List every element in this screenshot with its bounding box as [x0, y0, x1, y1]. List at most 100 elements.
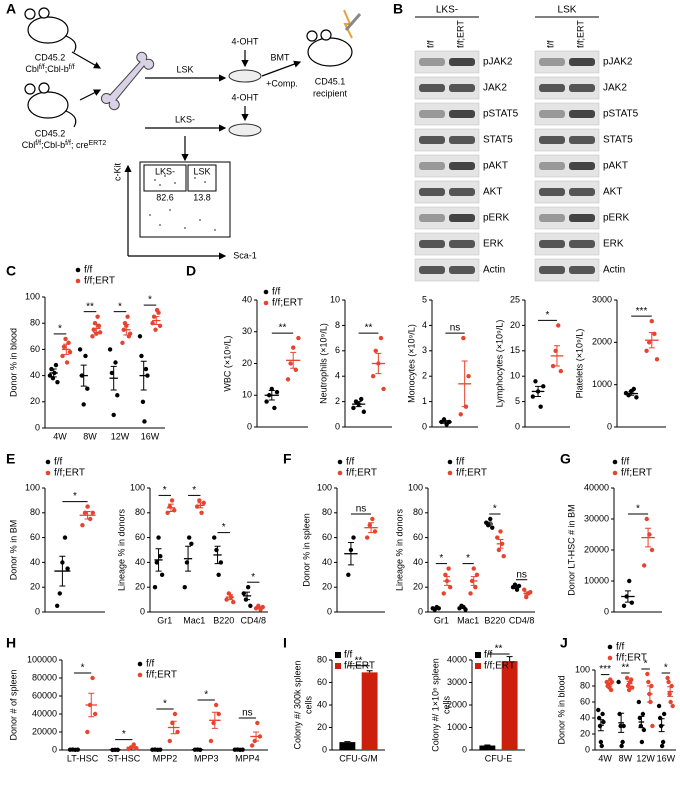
- y-tick-label: 60: [30, 344, 40, 354]
- x-tick-label: LT-HSC: [67, 753, 99, 763]
- error-bar: [256, 606, 263, 609]
- error-bar: [648, 332, 655, 349]
- blot-band: [569, 266, 595, 274]
- blot-group: LKS-: [436, 5, 458, 16]
- x-tick-label: 4W: [53, 431, 67, 441]
- data-point: [641, 727, 647, 733]
- data-point: [272, 405, 277, 411]
- y-tick-label: 60: [30, 532, 40, 542]
- y-tick-label: 2000: [592, 337, 612, 347]
- data-point: [85, 504, 90, 509]
- y-tick-label: 4: [335, 371, 340, 381]
- treatment: 4-OHT: [232, 36, 260, 46]
- blot-band: [569, 240, 595, 248]
- error-bar: [59, 555, 66, 587]
- blot-band: [569, 214, 595, 222]
- data-point: [378, 335, 384, 341]
- data-point: [167, 738, 172, 744]
- legend-marker: [607, 655, 613, 661]
- legend-swatch: [475, 663, 481, 669]
- significance: *: [222, 522, 226, 533]
- significance: *: [204, 690, 208, 701]
- data-point: [216, 711, 221, 717]
- error-bar: [497, 538, 504, 549]
- data-point: [55, 603, 60, 608]
- blot-band: [449, 162, 475, 170]
- data-point: [264, 399, 269, 404]
- protein-label: pSTAT5: [603, 109, 639, 120]
- donor-genotype: Cblf/f;Cbl-bf/f: [25, 64, 74, 75]
- y-tick-label: 30000: [584, 513, 609, 523]
- significance: **: [495, 644, 503, 655]
- data-point: [64, 360, 70, 365]
- x-tick-label: MPP2: [153, 753, 178, 763]
- x-tick-label: Gr1: [434, 615, 449, 625]
- data-point: [448, 585, 453, 590]
- significance: **: [279, 323, 287, 334]
- significance: **: [86, 301, 94, 312]
- y-tick-label: 10: [242, 390, 252, 400]
- data-point: [359, 396, 364, 402]
- data-point: [63, 336, 68, 342]
- y-tick-label: 0: [607, 421, 612, 431]
- y-tick-label: 25: [510, 294, 520, 304]
- data-point: [77, 347, 83, 352]
- y-tick-label: 60: [322, 532, 332, 542]
- blot-strip: [534, 206, 600, 230]
- panel-label: B: [393, 1, 403, 17]
- error-bar: [459, 606, 466, 609]
- error-bar: [646, 685, 653, 703]
- panel-label: C: [6, 263, 16, 279]
- data-point: [597, 723, 603, 729]
- legend-label: f/f: [54, 457, 63, 468]
- data-point: [208, 738, 214, 744]
- legend-label: f/f: [344, 650, 353, 661]
- data-point: [644, 348, 649, 353]
- genotype-part: ;Cbl-b: [41, 140, 65, 150]
- flow-plot: [139, 161, 231, 238]
- significance: *: [439, 553, 443, 564]
- data-point: [285, 377, 291, 382]
- y-tick-label: 0: [327, 606, 332, 616]
- x-tick-label: Mac1: [183, 615, 205, 625]
- y-tick-label: 20: [413, 582, 423, 592]
- significance: *: [192, 485, 196, 496]
- data-point: [621, 723, 626, 729]
- legend-label: f/f;ERT: [616, 653, 647, 664]
- blot-band: [569, 58, 595, 66]
- y-tick-label: 40: [30, 370, 40, 380]
- data-point: [120, 340, 125, 346]
- blot-band: [419, 136, 445, 144]
- data-point: [490, 525, 495, 530]
- error-bar: [185, 545, 192, 572]
- error-bar: [667, 686, 674, 697]
- y-axis-label: Donor % in BM: [8, 520, 18, 581]
- gate-label: LKS-: [155, 166, 175, 176]
- x-tick-label: B220: [484, 615, 505, 625]
- significance: *: [251, 572, 255, 583]
- data-point: [488, 516, 493, 522]
- y-tick-label: 80: [317, 654, 327, 664]
- error-bar: [84, 511, 91, 520]
- y-tick-label: 0: [335, 421, 340, 431]
- error-bar: [268, 389, 275, 401]
- protein-label: STAT5: [483, 135, 513, 146]
- data-point: [558, 368, 564, 374]
- y-tick-label: 40: [242, 294, 252, 304]
- x-tick-label: 8W: [619, 753, 633, 763]
- error-bar: [344, 741, 351, 743]
- blot-band: [539, 214, 565, 222]
- data-point: [140, 399, 146, 404]
- data-point: [471, 566, 476, 571]
- genotype-sup: f/f: [39, 64, 45, 71]
- significance: *: [81, 663, 85, 674]
- lane-label: f/f: [545, 40, 555, 48]
- data-point: [370, 516, 375, 522]
- error-bar: [470, 576, 477, 586]
- legend-label: f/f;ERT: [146, 670, 177, 681]
- protein-label: pSTAT5: [483, 109, 519, 120]
- legend-label: f/f: [621, 457, 630, 468]
- y-tick-label: 20: [510, 320, 520, 330]
- bar: [339, 742, 356, 750]
- y-tick-label: 40: [317, 699, 327, 709]
